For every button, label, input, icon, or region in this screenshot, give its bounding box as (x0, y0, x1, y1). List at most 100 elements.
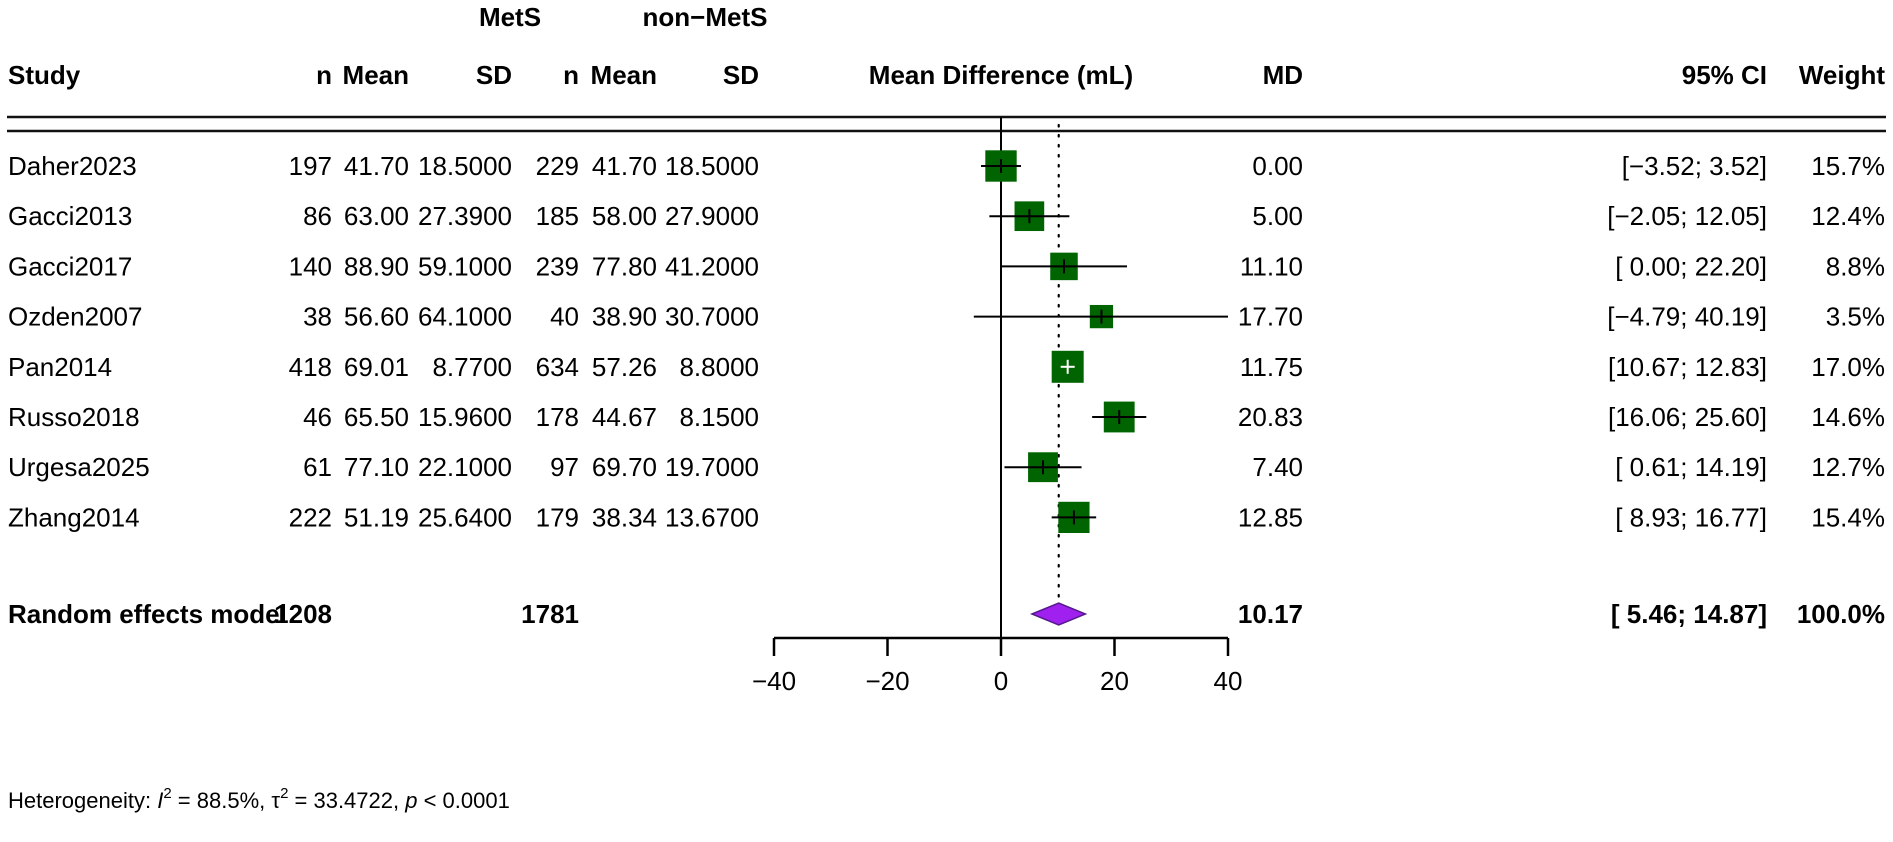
n-non-mets: 97 (550, 452, 579, 482)
mean-non-mets: 38.90 (592, 302, 657, 332)
n-non-mets: 179 (536, 502, 579, 532)
study-row: Gacci2013 86 63.00 27.3900 185 58.00 27.9000 5.… (8, 201, 1885, 231)
n-non-mets: 239 (536, 251, 579, 281)
study-row: Ozden2007 38 56.60 64.1000 40 38.90 30.7000 17.… (8, 302, 1885, 332)
mean-non-mets: 41.70 (592, 151, 657, 181)
pooled-md: 10.17 (1238, 599, 1303, 629)
study-name: Gacci2013 (8, 201, 132, 231)
sd-mets: 64.1000 (418, 302, 512, 332)
md-value: 11.10 (1240, 251, 1303, 281)
study-name: Ozden2007 (8, 302, 142, 332)
n-mets: 140 (289, 251, 332, 281)
x-tick-label: 40 (1214, 666, 1243, 696)
i2-superscript: 2 (163, 785, 171, 802)
sd-mets: 59.1000 (418, 251, 512, 281)
mean-non-mets: 44.67 (592, 402, 657, 432)
header-sd-mets: SD (476, 60, 512, 90)
weight-value: 12.7% (1811, 452, 1885, 482)
sd-mets: 8.7700 (432, 352, 512, 382)
sd-non-mets: 13.6700 (665, 502, 759, 532)
pooled-label: Random effects model (8, 599, 287, 629)
header-mean-non-mets: Mean (591, 60, 657, 90)
md-value: 17.70 (1238, 302, 1303, 332)
sd-non-mets: 27.9000 (665, 201, 759, 231)
n-mets: 61 (303, 452, 332, 482)
header-plot: Mean Difference (mL) (869, 60, 1133, 90)
sd-mets: 25.6400 (418, 502, 512, 532)
md-value: 5.00 (1252, 201, 1303, 231)
study-name: Zhang2014 (8, 502, 140, 532)
header-n-non-mets: n (563, 60, 579, 90)
p-symbol: p (404, 788, 417, 813)
n-non-mets: 634 (536, 352, 579, 382)
ci-value: [ 0.61; 14.19] (1615, 452, 1767, 482)
weight-value: 12.4% (1811, 201, 1885, 231)
ci-value: [−2.05; 12.05] (1607, 201, 1767, 231)
sd-non-mets: 8.1500 (679, 402, 759, 432)
header-ci: 95% CI (1682, 60, 1767, 90)
sd-non-mets: 8.8000 (679, 352, 759, 382)
n-mets: 38 (303, 302, 332, 332)
plot-guides (1000, 117, 1060, 638)
sd-mets: 15.9600 (418, 402, 512, 432)
study-row: Urgesa2025 61 77.10 22.1000 97 69.70 19.7000 7.… (8, 452, 1885, 482)
header-study: Study (8, 60, 81, 90)
x-tick-label: −40 (752, 666, 796, 696)
header-weight: Weight (1799, 60, 1886, 90)
tau-symbol: τ (271, 788, 280, 813)
pooled-ci: [ 5.46; 14.87] (1611, 599, 1767, 629)
n-mets: 86 (303, 201, 332, 231)
n-mets: 222 (289, 502, 332, 532)
mean-non-mets: 69.70 (592, 452, 657, 482)
x-axis: −40 −20 0 20 40 (752, 636, 1243, 696)
ci-value: [−4.79; 40.19] (1607, 302, 1767, 332)
ci-value: [ 0.00; 22.20] (1615, 251, 1767, 281)
pooled-n-non-mets: 1781 (521, 599, 579, 629)
study-name: Urgesa2025 (8, 452, 150, 482)
study-name: Gacci2017 (8, 251, 132, 281)
ci-value: [10.67; 12.83] (1608, 352, 1767, 382)
mean-non-mets: 38.34 (592, 502, 657, 532)
n-non-mets: 229 (536, 151, 579, 181)
header-sd-non-mets: SD (723, 60, 759, 90)
ci-value: [16.06; 25.60] (1608, 402, 1767, 432)
heterogeneity-text: Heterogeneity: I2 = 88.5%, τ2 = 33.4722,… (8, 785, 510, 813)
study-name: Russo2018 (8, 402, 140, 432)
heterogeneity-prefix: Heterogeneity: (8, 788, 157, 813)
ci-value: [−3.52; 3.52] (1622, 151, 1767, 181)
weight-value: 3.5% (1826, 302, 1885, 332)
sd-non-mets: 18.5000 (665, 151, 759, 181)
mean-mets: 77.10 (344, 452, 409, 482)
header-md: MD (1263, 60, 1303, 90)
tau-superscript: 2 (280, 785, 288, 802)
sd-mets: 18.5000 (418, 151, 512, 181)
study-rows: Daher2023 197 41.70 18.5000 229 41.70 18.5000 0… (8, 150, 1885, 534)
study-name: Pan2014 (8, 352, 112, 382)
sd-non-mets: 30.7000 (665, 302, 759, 332)
md-value: 11.75 (1240, 352, 1303, 382)
n-mets: 197 (289, 151, 332, 181)
mean-mets: 88.90 (344, 251, 409, 281)
pooled-weight: 100.0% (1797, 599, 1885, 629)
weight-value: 15.7% (1811, 151, 1885, 181)
ci-value: [ 8.93; 16.77] (1615, 502, 1767, 532)
mean-non-mets: 77.80 (592, 251, 657, 281)
study-name: Daher2023 (8, 151, 137, 181)
weight-value: 14.6% (1811, 402, 1885, 432)
n-non-mets: 40 (550, 302, 579, 332)
md-value: 7.40 (1252, 452, 1303, 482)
header-n-mets: n (316, 60, 332, 90)
group-header-mets: MetS (479, 2, 541, 32)
sd-mets: 27.3900 (418, 201, 512, 231)
weight-value: 15.4% (1811, 502, 1885, 532)
mean-non-mets: 58.00 (592, 201, 657, 231)
pooled-diamond (1030, 602, 1088, 626)
n-non-mets: 178 (536, 402, 579, 432)
study-row: Daher2023 197 41.70 18.5000 229 41.70 18.5000 0… (8, 150, 1885, 182)
study-row: Russo2018 46 65.50 15.9600 178 44.67 8.1500 20.… (8, 401, 1885, 433)
pooled-n-mets: 1208 (274, 599, 332, 629)
x-tick-label: 0 (994, 666, 1008, 696)
group-header-non-mets: non−MetS (643, 2, 768, 32)
column-headers: Study n Mean SD n Mean SD Mean Differenc… (8, 60, 1885, 90)
